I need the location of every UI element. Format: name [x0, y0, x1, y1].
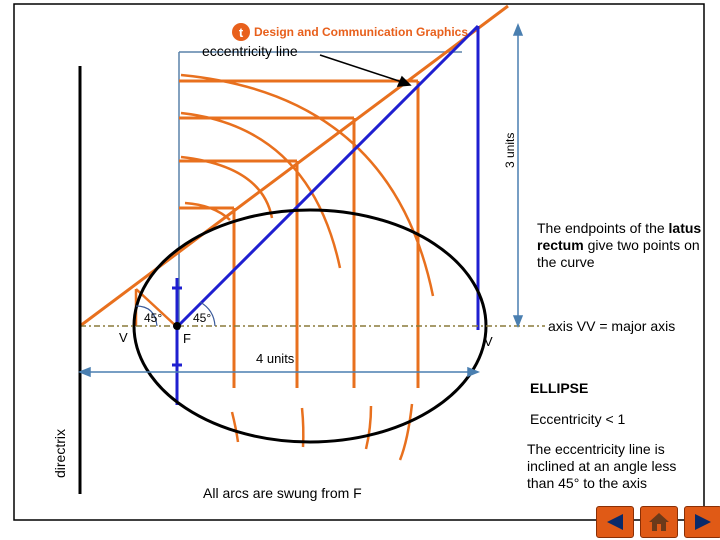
eccentricity-note: Eccentricity < 1	[530, 411, 626, 427]
angle-label-right: 45°	[193, 311, 212, 325]
triangle-left-icon	[607, 514, 623, 530]
slide-frame	[13, 3, 705, 521]
projection-lines	[178, 51, 462, 330]
next-slide-button[interactable]	[684, 506, 720, 538]
construction-arcs	[180, 73, 435, 461]
home-icon	[649, 513, 669, 531]
ellipse-heading: ELLIPSE	[530, 380, 589, 396]
angle-label-left: 45°	[144, 311, 163, 325]
eccentricity-line-label: eccentricity line	[202, 43, 298, 59]
eccentricity-line	[79, 4, 509, 328]
angle-arcs	[135, 301, 216, 327]
vertex-left-label: V	[119, 330, 128, 345]
three-units-label: 3 units	[503, 132, 517, 168]
triangle-right-icon	[695, 514, 711, 530]
focus-label: F	[183, 331, 191, 346]
four-units-label: 4 units	[256, 351, 295, 366]
latus-rectum-ticks	[172, 286, 182, 367]
vertex-right-label: V	[484, 334, 493, 349]
axis-label: axis VV = major axis	[548, 318, 676, 334]
dimension-3-units	[512, 22, 524, 329]
previous-slide-button[interactable]	[596, 506, 634, 538]
vertical-construction-lines	[232, 81, 420, 388]
latus-rectum-note: The endpoints of the latus rectum give t…	[537, 220, 705, 271]
latus-note-suffix: give two points on the curve	[537, 237, 700, 270]
directrix-label: directrix	[52, 428, 68, 478]
arcs-note: All arcs are swung from F	[203, 485, 362, 501]
home-button[interactable]	[640, 506, 678, 538]
latus-note-prefix: The endpoints of the	[537, 220, 669, 236]
latus-note-bold: latus rectum	[537, 220, 702, 253]
inclination-note: The eccentricity line is inclined at an …	[527, 441, 677, 491]
dimension-4-units	[77, 366, 481, 378]
brand-header: t Design and Communication Graphics	[232, 22, 468, 42]
label-pointer-arrow	[319, 54, 412, 87]
focal-45-line	[175, 24, 480, 329]
brand-title: Design and Communication Graphics	[254, 25, 469, 39]
focus-point	[173, 322, 181, 330]
brand-logo: t	[232, 23, 250, 41]
